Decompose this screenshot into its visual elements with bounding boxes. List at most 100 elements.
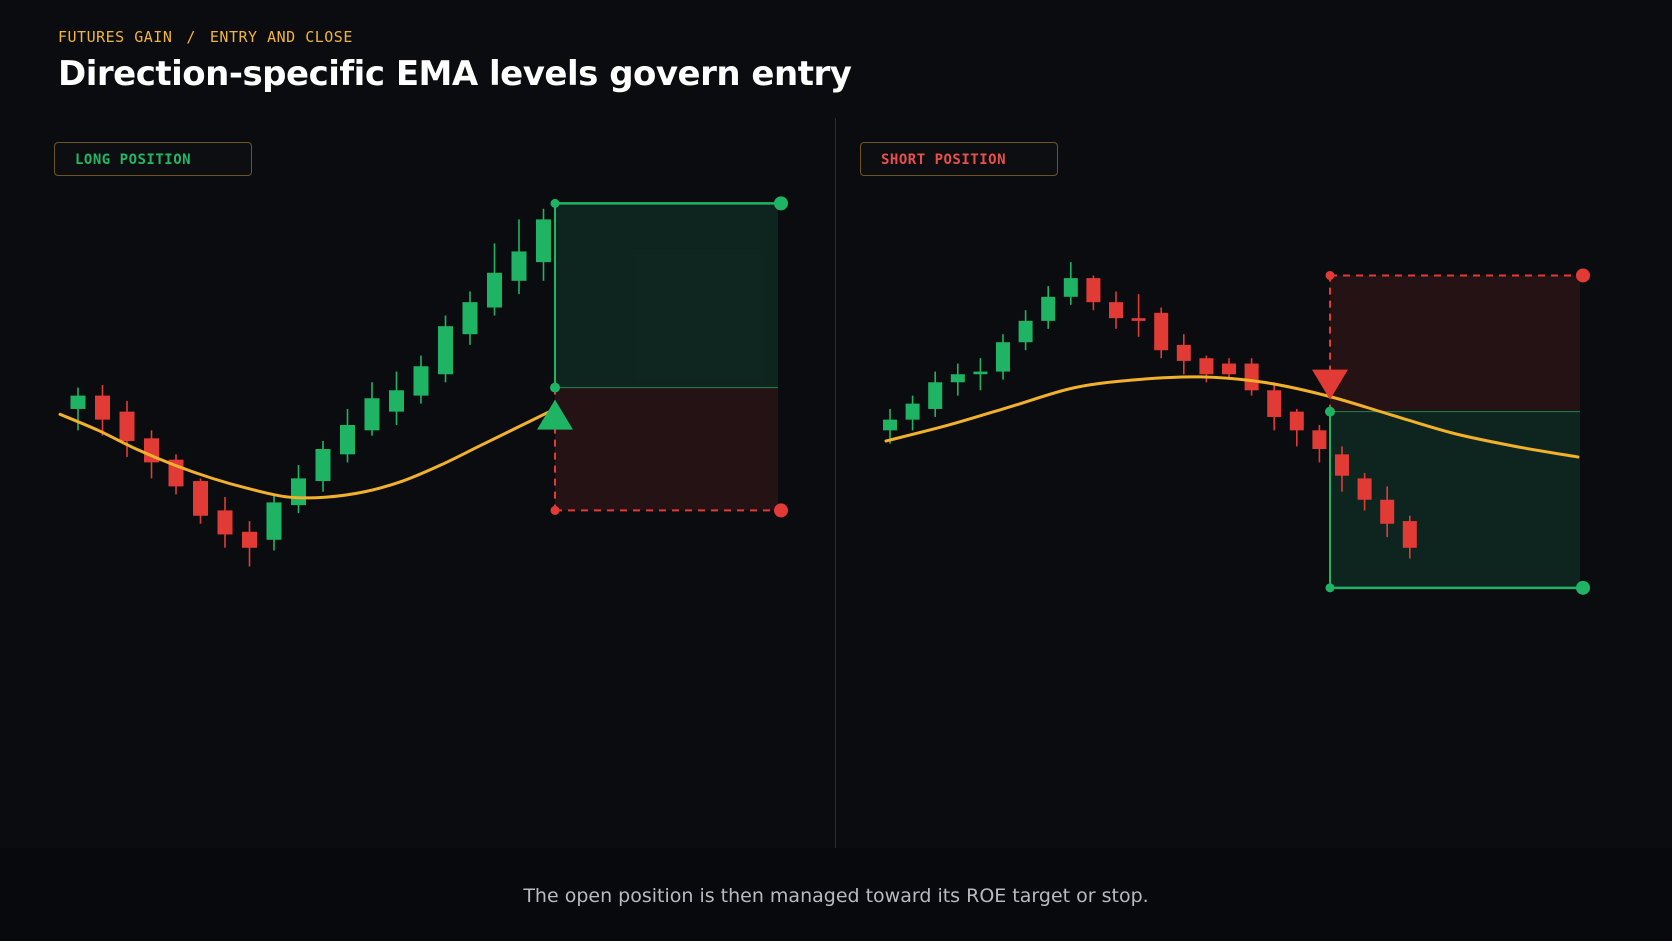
candle <box>1109 291 1123 329</box>
candle <box>95 384 110 436</box>
candle <box>168 454 184 495</box>
ema-line <box>884 375 1580 459</box>
footer-band <box>0 848 1672 941</box>
candle <box>315 441 331 492</box>
candle <box>511 219 527 295</box>
candle-body <box>1154 312 1169 351</box>
candle-body <box>511 251 527 281</box>
candle-body <box>1176 344 1191 361</box>
candle-body <box>1041 296 1056 321</box>
candle-body <box>1086 278 1101 303</box>
candle-body <box>1199 358 1214 375</box>
candle <box>413 355 429 404</box>
candle <box>1131 294 1146 337</box>
footer-caption: The open position is then managed toward… <box>523 885 1149 907</box>
candle-body <box>119 411 135 441</box>
candle-body <box>438 326 453 375</box>
candle <box>193 478 208 524</box>
candle-body <box>1289 411 1304 431</box>
candle <box>996 334 1010 380</box>
short-position-chart <box>883 262 1590 595</box>
candle-body <box>1402 521 1417 548</box>
take-profit-end-dot <box>774 196 788 211</box>
candle-body <box>193 481 208 516</box>
candle <box>242 521 257 567</box>
stop-loss-zone <box>1330 275 1580 412</box>
page-title: Direction-specific EMA levels govern ent… <box>58 54 852 94</box>
candle <box>928 371 943 417</box>
candle-body <box>462 302 478 335</box>
candle <box>1154 307 1169 359</box>
stop-loss-start-dot <box>1325 270 1335 280</box>
candle-body <box>883 419 897 431</box>
candle-body <box>95 395 110 420</box>
take-profit-start-dot <box>1325 583 1335 593</box>
candle-body <box>487 272 502 308</box>
candle <box>1335 446 1349 492</box>
candle-body <box>217 510 233 535</box>
candle <box>340 408 355 463</box>
candle-body <box>1380 499 1395 524</box>
candle-body <box>1109 302 1123 319</box>
candle-body <box>950 374 965 383</box>
candle <box>217 497 233 548</box>
candle-body <box>242 531 257 548</box>
candle-body <box>905 403 920 420</box>
short-chart-content <box>883 262 1590 595</box>
take-profit-zone <box>555 203 778 388</box>
candle-body <box>1267 390 1282 417</box>
candle <box>1289 408 1304 447</box>
candle <box>1063 262 1078 305</box>
candle <box>462 291 478 345</box>
candle <box>1380 486 1395 538</box>
candle <box>291 465 306 514</box>
candle <box>1402 515 1417 559</box>
entry-dot <box>1325 406 1335 417</box>
stop-loss-zone <box>555 387 778 511</box>
candle-body <box>1244 363 1259 391</box>
candle-body <box>1131 318 1146 321</box>
candle-body <box>340 424 355 455</box>
candle-body <box>364 398 380 431</box>
candle <box>1018 310 1033 351</box>
candle <box>1086 275 1101 311</box>
candle <box>1176 334 1191 375</box>
candle <box>266 494 282 551</box>
candle <box>905 395 920 431</box>
candle <box>438 315 453 383</box>
ema-line <box>58 407 557 500</box>
candle <box>1222 358 1236 380</box>
stop-loss-end-dot <box>1576 268 1590 283</box>
stop-loss-end-dot <box>774 503 788 518</box>
candle-body <box>389 390 404 412</box>
candle <box>364 382 380 436</box>
long-position-tag: LONG POSITION <box>54 142 252 176</box>
breadcrumb-separator: / <box>186 28 196 46</box>
down-triangle-icon <box>1312 369 1348 400</box>
candle <box>1357 473 1372 511</box>
take-profit-end-dot <box>1576 580 1590 595</box>
candle <box>973 358 988 391</box>
candle <box>389 371 404 425</box>
candle-body <box>1063 278 1078 297</box>
candle-body <box>1357 478 1372 500</box>
stop-loss-start-dot <box>550 505 560 515</box>
candle <box>487 243 502 316</box>
candle <box>1312 424 1327 463</box>
breadcrumb: FUTURES GAIN / ENTRY AND CLOSE <box>58 28 353 46</box>
short-position-panel: SHORT POSITION <box>836 118 1666 848</box>
candle-body <box>315 449 331 482</box>
candle-body <box>291 478 306 506</box>
take-profit-start-dot <box>550 198 560 208</box>
short-position-tag: SHORT POSITION <box>860 142 1058 176</box>
entry-dot <box>550 382 560 393</box>
candle <box>950 363 965 396</box>
candle-body <box>996 342 1010 372</box>
candle-body <box>973 371 988 375</box>
candle-body <box>1312 430 1327 450</box>
candle-body <box>928 382 943 409</box>
take-profit-zone <box>1330 411 1580 588</box>
long-chart-content <box>58 196 788 567</box>
candle <box>1244 358 1259 396</box>
breadcrumb-page: ENTRY AND CLOSE <box>209 28 353 46</box>
